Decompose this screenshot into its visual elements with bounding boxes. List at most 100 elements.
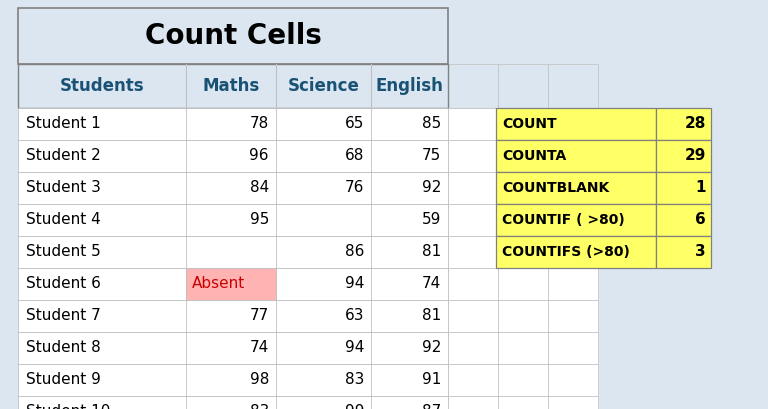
Text: COUNT: COUNT (502, 117, 557, 131)
Bar (18, 364, 448, 396)
Text: 83: 83 (345, 373, 364, 387)
Bar (186, 268, 276, 300)
Text: 81: 81 (422, 308, 441, 324)
Text: 76: 76 (345, 180, 364, 196)
Bar (498, 300, 548, 332)
Bar (18, 108, 448, 140)
Text: Student 3: Student 3 (26, 180, 101, 196)
Bar (496, 236, 656, 268)
Text: Maths: Maths (203, 77, 260, 95)
Text: 91: 91 (422, 373, 441, 387)
Text: 6: 6 (695, 213, 706, 227)
Bar (656, 140, 711, 172)
Bar (498, 268, 548, 300)
Text: Absent: Absent (192, 276, 245, 292)
Bar (448, 172, 498, 204)
Text: 81: 81 (422, 245, 441, 259)
Bar (656, 108, 711, 140)
Text: 85: 85 (422, 117, 441, 132)
Bar (18, 300, 448, 332)
Text: Student 10: Student 10 (26, 405, 111, 409)
Bar (448, 236, 498, 268)
Bar (498, 236, 548, 268)
Text: COUNTIFS (>80): COUNTIFS (>80) (502, 245, 630, 259)
Bar (548, 108, 598, 140)
Text: 29: 29 (684, 148, 706, 164)
Text: Count Cells: Count Cells (144, 22, 322, 50)
Bar (496, 108, 656, 140)
Text: Student 2: Student 2 (26, 148, 101, 164)
Text: Student 4: Student 4 (26, 213, 101, 227)
Bar (18, 64, 448, 108)
Text: Student 8: Student 8 (26, 341, 101, 355)
Text: 86: 86 (345, 245, 364, 259)
Bar (656, 172, 711, 204)
Text: 28: 28 (684, 117, 706, 132)
Text: Student 1: Student 1 (26, 117, 101, 132)
Text: COUNTA: COUNTA (502, 149, 566, 163)
Bar (656, 204, 711, 236)
Text: 1: 1 (696, 180, 706, 196)
Text: 84: 84 (250, 180, 269, 196)
Text: 92: 92 (422, 180, 441, 196)
Bar (656, 236, 711, 268)
Bar (496, 172, 656, 204)
Bar (498, 396, 548, 409)
Bar (18, 268, 448, 300)
Text: 95: 95 (250, 213, 269, 227)
Bar (548, 172, 598, 204)
Bar (448, 364, 498, 396)
Text: 83: 83 (250, 405, 269, 409)
Bar (448, 140, 498, 172)
Bar (548, 140, 598, 172)
Text: 98: 98 (250, 373, 269, 387)
Text: Students: Students (60, 77, 144, 95)
Bar (448, 64, 498, 108)
Text: 3: 3 (695, 245, 706, 259)
Text: Student 6: Student 6 (26, 276, 101, 292)
Bar (18, 172, 448, 204)
Text: Science: Science (287, 77, 359, 95)
Text: 74: 74 (250, 341, 269, 355)
Bar (548, 396, 598, 409)
Text: 87: 87 (422, 405, 441, 409)
Bar (18, 236, 448, 268)
Bar (448, 268, 498, 300)
Text: COUNTBLANK: COUNTBLANK (502, 181, 609, 195)
Text: English: English (376, 77, 443, 95)
Text: Student 9: Student 9 (26, 373, 101, 387)
Text: COUNTIF ( >80): COUNTIF ( >80) (502, 213, 624, 227)
Text: 68: 68 (345, 148, 364, 164)
Bar (448, 332, 498, 364)
Text: Student 7: Student 7 (26, 308, 101, 324)
Text: 59: 59 (422, 213, 441, 227)
Bar (498, 64, 548, 108)
Bar (448, 108, 498, 140)
Bar (498, 364, 548, 396)
Bar (548, 332, 598, 364)
Bar (448, 204, 498, 236)
Bar (18, 204, 448, 236)
Text: 77: 77 (250, 308, 269, 324)
Bar (548, 268, 598, 300)
Text: 94: 94 (345, 276, 364, 292)
Bar (498, 108, 548, 140)
Text: Student 5: Student 5 (26, 245, 101, 259)
Text: 99: 99 (345, 405, 364, 409)
Bar (18, 396, 448, 409)
Bar (448, 300, 498, 332)
Text: 94: 94 (345, 341, 364, 355)
Text: 75: 75 (422, 148, 441, 164)
Bar (18, 8, 448, 64)
Bar (496, 140, 656, 172)
Bar (18, 332, 448, 364)
Bar (498, 140, 548, 172)
Text: 63: 63 (345, 308, 364, 324)
Bar (448, 396, 498, 409)
Text: 92: 92 (422, 341, 441, 355)
Bar (498, 172, 548, 204)
Bar (548, 64, 598, 108)
Bar (548, 236, 598, 268)
Bar (496, 204, 656, 236)
Bar (548, 204, 598, 236)
